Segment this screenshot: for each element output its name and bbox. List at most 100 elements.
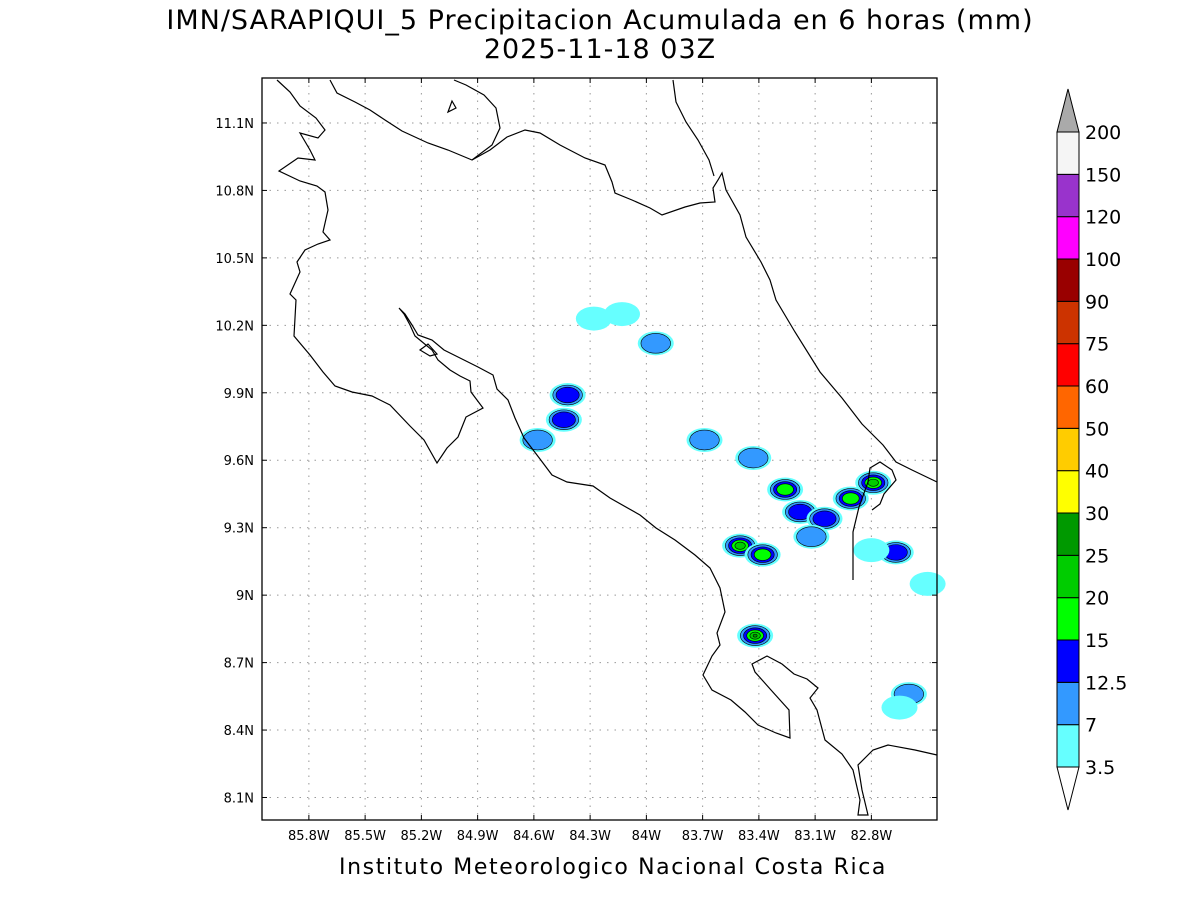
precip-cell [549,383,586,408]
precip-cell [793,524,830,549]
precipitation-field [519,302,946,720]
precip-cell [832,486,869,511]
colorbar-label: 75 [1085,334,1109,356]
lat-tick-label: 9.6N [224,454,254,469]
precip-cell [806,506,843,531]
precip-contour-level [734,541,746,550]
colorbar-label: 7 [1085,715,1097,737]
lon-tick-label: 83.7W [682,829,724,844]
island-gulf-nicoya [418,343,439,357]
colorbar-label: 90 [1085,291,1109,313]
coastline-nicaragua-lake-shore [329,79,501,161]
precip-cell [686,428,723,453]
lon-tick-label: 85.8W [288,829,330,844]
colorbar-label: 120 [1085,207,1121,229]
precip-contour-level [812,510,837,527]
precip-cell [637,331,674,356]
colorbar-swatch [1056,258,1080,302]
colorbar-swatch [1056,216,1080,260]
lat-tick-label: 10.2N [215,319,254,334]
lon-tick-label: 84.3W [569,829,611,844]
colorbar-overflow-triangle [1056,88,1080,133]
axes: 85.8W 85.5W 85.2W 84.9W 84.6W 84.3W 84W 83.7W 83… [215,78,937,844]
precip-contour-level [575,306,612,331]
coastline-pacific-north [276,79,938,816]
precip-contour-level [842,492,860,505]
chart-subtitle-datetime: 2025-11-18 03Z [483,34,717,65]
precip-contour-level [522,429,553,451]
precip-cell [604,302,640,327]
colorbar-swatch [1056,681,1080,726]
lon-tick-label: 84.9W [457,829,499,844]
map-frame [261,77,938,821]
colorbar-swatch [1056,385,1080,429]
colorbar-label: 60 [1085,376,1109,398]
precip-cell [735,445,772,470]
lat-tick-label: 9.9N [224,387,254,402]
precip-cell [855,470,892,495]
precip-contour-level [867,478,879,487]
colorbar: 3.5 7 12.5 15 20 25 30 40 50 60 75 90 100 120 150 200 [1056,88,1127,811]
chart-title: IMN/SARAPIQUI_5 Precipitacion Acumulada … [166,5,1034,36]
colorbar-label: 25 [1085,545,1109,567]
precip-contour-level [640,333,671,354]
precip-cell [575,306,612,331]
colorbar-swatch [1056,597,1080,641]
lat-tick-label: 10.8N [215,184,254,199]
coastline-caribbean-north [672,79,715,177]
colorbar-label: 40 [1085,461,1109,483]
footer-credit: Instituto Meteorologico Nacional Costa R… [339,855,887,880]
lat-tick-label: 9N [236,589,254,604]
precip-contour-level [689,429,720,451]
lon-tick-label: 83.4W [738,829,780,844]
precip-contour-level [796,526,827,547]
colorbar-swatch [1056,724,1080,768]
lat-tick-label: 8.4N [224,724,254,739]
precip-contour-level [752,633,758,638]
colorbar-swatch [1056,427,1080,472]
lat-tick-label: 8.1N [224,792,254,807]
precip-contour-level [551,411,576,428]
colorbar-label: 150 [1085,164,1121,186]
lon-tick-label: 82.8W [850,829,892,844]
precip-contour-level [881,695,918,720]
grid-lines [262,78,937,820]
precip-contour-level [909,571,946,596]
precip-cell [519,428,556,453]
colorbar-label: 12.5 [1085,672,1127,694]
lon-tick-label: 84.6W [513,829,555,844]
colorbar-label: 20 [1085,588,1109,610]
border-panama [852,461,897,580]
precip-cell [909,571,946,596]
precip-cell [853,538,890,563]
colorbar-swatch [1056,343,1080,387]
colorbar-swatch [1056,470,1080,514]
colorbar-label: 30 [1085,503,1109,525]
lon-tick-label: 85.5W [344,829,386,844]
lat-tick-label: 9.3N [224,522,254,537]
colorbar-label: 100 [1085,249,1121,271]
precip-cell [744,542,781,567]
precip-cell [737,623,774,648]
lon-tick-label: 83.1W [794,829,836,844]
lon-tick-label: 85.2W [400,829,442,844]
colorbar-underflow-triangle [1056,766,1080,811]
colorbar-swatch [1056,639,1080,683]
precip-cell [767,477,804,502]
colorbar-swatch [1056,173,1080,218]
lat-tick-label: 11.1N [215,117,254,132]
coastline-caribbean [471,129,938,483]
precip-contour-level [753,548,772,561]
precip-cell [881,695,918,720]
colorbar-label: 50 [1085,418,1109,440]
colorbar-label: 15 [1085,630,1109,652]
precip-cell [545,407,582,432]
lat-tick-label: 10.5N [215,252,254,267]
precip-contour-level [738,447,769,469]
precip-contour-level [604,302,640,327]
lat-tick-label: 8.7N [224,657,254,672]
precip-contour-level [555,386,580,404]
colorbar-label: 3.5 [1085,757,1115,779]
colorbar-swatch [1056,300,1080,345]
